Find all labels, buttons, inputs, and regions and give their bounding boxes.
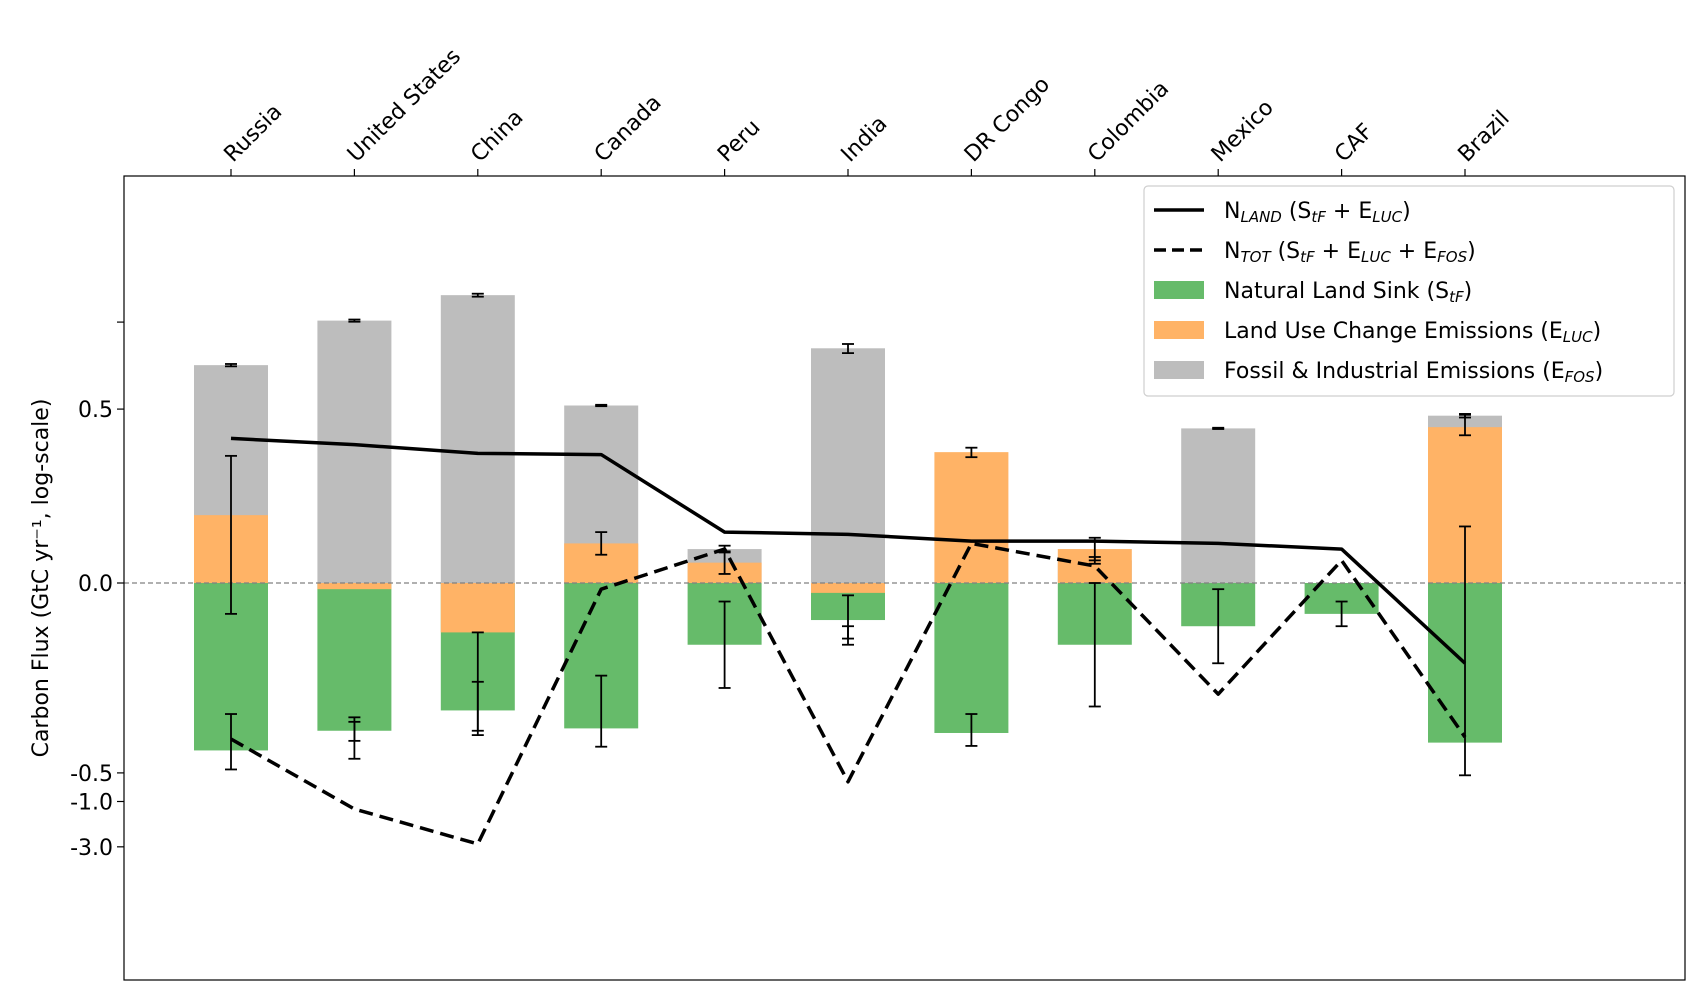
land-use-change-bar-india: [811, 583, 885, 593]
sink-errorbar-russia: [225, 713, 237, 771]
legend-n-tot-label: NTOT (StF + ELUC + EFOS): [1224, 239, 1476, 266]
land-use-change-bar-china: [440, 583, 515, 633]
plot-frame: [123, 175, 1686, 981]
legend-land-use-change-swatch: [1154, 321, 1204, 339]
errorbars-layer: [225, 292, 1471, 777]
legend-land-use-change-label: Land Use Change Emissions (ELUC): [1224, 319, 1601, 346]
y-tick-label: -0.5: [70, 762, 113, 787]
lines-layer: [230, 436, 1467, 846]
luc-errorbar-canada: [595, 531, 608, 556]
x-tick-label: Canada: [590, 90, 667, 167]
x-tick-label: United States: [343, 44, 466, 167]
sink-errorbar-brazil: [1459, 525, 1471, 777]
luc-errorbar-peru: [718, 550, 731, 575]
x-tick-label: India: [837, 111, 893, 167]
y-tick-label: 0.0: [78, 572, 113, 597]
legend-natural-land-sink-label: Natural Land Sink (StF): [1224, 279, 1472, 306]
x-tick-label: Mexico: [1207, 95, 1279, 167]
sink-errorbar-colombia: [1088, 582, 1101, 708]
x-tick-label: DR Congo: [960, 72, 1055, 167]
n-land-line: [230, 436, 1467, 665]
x-tick-label: Russia: [220, 100, 288, 168]
land-use-change-bar-dr-congo: [934, 452, 1009, 583]
legend-natural-land-sink-swatch: [1154, 281, 1204, 299]
luc-errorbar-china: [471, 680, 484, 736]
x-tick-label: Brazil: [1454, 106, 1515, 167]
y-tick-label: -3.0: [70, 836, 113, 861]
sink-errorbar-canada: [595, 674, 608, 748]
y-tick-label: 0.5: [78, 398, 113, 423]
natural-land-sink-bar-united-states: [317, 583, 392, 731]
legend-box: [1143, 185, 1675, 397]
fossil-emissions-bar-united-states: [317, 320, 392, 583]
luc-errorbar-colombia: [1088, 536, 1101, 562]
fossil-emissions-bar-china: [440, 295, 515, 583]
sink-errorbar-mexico: [1212, 588, 1225, 665]
legend-n-land-label: NLAND (StF + ELUC): [1224, 199, 1411, 226]
fossil-errorbar-united-states: [348, 318, 361, 323]
x-tick-label: China: [466, 105, 528, 167]
fossil-errorbar-mexico: [1212, 426, 1225, 430]
n-tot-line: [230, 541, 1467, 846]
fossil-errorbar-india: [842, 343, 854, 355]
legend-fossil-emissions-swatch: [1154, 361, 1204, 379]
luc-errorbar-united-states: [348, 720, 361, 760]
luc-errorbar-india: [842, 625, 854, 640]
sink-errorbar-dr-congo: [965, 713, 978, 747]
land-use-change-bar-united-states: [317, 583, 392, 590]
luc-errorbar-brazil: [1459, 413, 1471, 437]
x-tick-label: Peru: [713, 115, 765, 167]
luc-errorbar-dr-congo: [965, 446, 978, 459]
y-tick-label: -1.0: [70, 791, 113, 816]
sink-errorbar-peru: [718, 600, 731, 689]
legend: NLAND (StF + ELUC) NTOT (StF + ELUC + EFO…: [1143, 185, 1675, 397]
fossil-errorbar-russia: [225, 363, 237, 368]
fossil-emissions-bar-india: [811, 348, 885, 583]
fossil-errorbar-canada: [595, 403, 608, 408]
natural-land-sink-bar-dr-congo: [934, 583, 1009, 733]
x-tick-label: CAF: [1330, 119, 1378, 167]
x-axis-top: Russia United States China Canada Peru India D…: [220, 44, 1515, 176]
sink-errorbar-caf: [1335, 600, 1348, 628]
y-axis: 0.5 0.0 -0.5 -1.0 -3.0: [70, 321, 124, 861]
y-axis-label: Carbon Flux (GtC yr⁻¹, log-scale): [29, 399, 54, 758]
fossil-errorbar-china: [471, 292, 484, 298]
x-tick-label: Colombia: [1083, 76, 1174, 167]
fossil-emissions-bar-mexico: [1181, 428, 1256, 583]
legend-fossil-emissions-label: Fossil & Industrial Emissions (EFOS): [1224, 359, 1603, 386]
luc-errorbar-russia: [225, 454, 237, 615]
